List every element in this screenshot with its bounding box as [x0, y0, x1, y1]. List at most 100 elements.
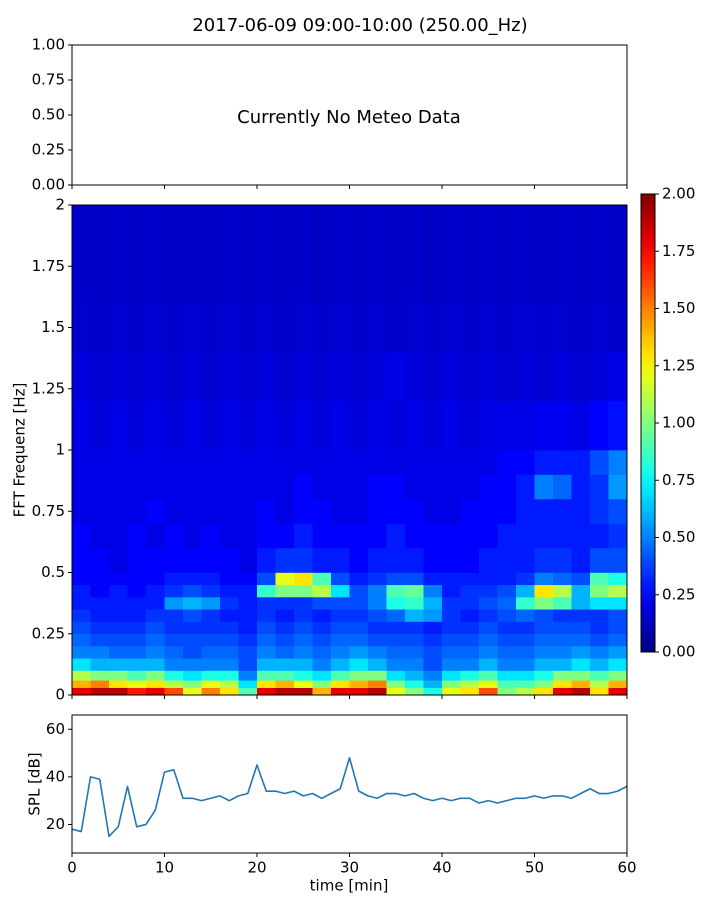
heatmap-cell: [275, 499, 295, 524]
heatmap-cell: [294, 621, 313, 635]
heatmap-cell: [146, 499, 165, 524]
y-tick-label: 1.25: [32, 379, 65, 397]
heatmap-cell: [146, 670, 165, 681]
heatmap-cell: [349, 621, 369, 635]
heatmap-cell: [442, 401, 461, 451]
heatmap-cell: [183, 303, 202, 353]
heatmap-cell: [312, 303, 332, 353]
heatmap-cell: [349, 609, 369, 622]
heatmap-cell: [127, 680, 147, 688]
heatmap-cell: [90, 450, 110, 475]
heatmap-cell: [497, 499, 517, 524]
heatmap-cell: [571, 303, 591, 353]
heatmap-cell: [294, 548, 313, 573]
heatmap-cell: [201, 680, 221, 688]
heatmap-cell: [460, 646, 480, 659]
heatmap-cell: [571, 670, 591, 681]
y-tick-label: 0.5: [41, 563, 65, 581]
heatmap-cell: [349, 205, 369, 304]
heatmap-cell: [72, 499, 91, 524]
annotation: Currently No Meteo Data: [237, 107, 461, 128]
heatmap-cell: [423, 401, 443, 451]
heatmap-cell: [423, 572, 443, 586]
heatmap-cell: [164, 548, 184, 573]
heatmap-cell: [109, 474, 128, 500]
y-tick-label: 0.75: [32, 71, 65, 89]
heatmap-cell: [164, 687, 184, 695]
heatmap-cell: [201, 303, 221, 353]
heatmap-cell: [238, 670, 258, 681]
heatmap-cell: [312, 609, 332, 622]
heatmap-cell: [220, 474, 239, 500]
heatmap-cell: [109, 572, 128, 586]
heatmap-cell: [238, 401, 258, 451]
heatmap-cell: [534, 205, 554, 304]
heatmap-cell: [72, 523, 91, 549]
heatmap-cell: [590, 633, 609, 647]
heatmap-cell: [275, 474, 295, 500]
heatmap-cell: [608, 450, 627, 475]
heatmap-cell: [368, 474, 387, 500]
heatmap-cell: [349, 450, 369, 475]
heatmap-cell: [331, 499, 350, 524]
heatmap-cell: [442, 303, 461, 353]
heatmap-cell: [238, 658, 258, 671]
heatmap-cell: [164, 572, 184, 586]
heatmap-cell: [220, 499, 239, 524]
heatmap-cell: [608, 687, 627, 695]
x-tick-label: 50: [525, 859, 544, 877]
heatmap-cell: [479, 687, 498, 695]
heatmap-cell: [90, 584, 110, 598]
heatmap-cell: [349, 658, 369, 671]
heatmap-cell: [183, 548, 202, 573]
heatmap-cell: [553, 401, 572, 451]
heatmap-cell: [460, 303, 480, 353]
heatmap-cell: [534, 572, 554, 586]
heatmap-cell: [497, 646, 517, 659]
heatmap-cell: [590, 548, 609, 573]
heatmap-cell: [257, 205, 276, 304]
heatmap-cell: [479, 597, 498, 610]
heatmap-cell: [590, 687, 609, 695]
heatmap-cell: [534, 499, 554, 524]
heatmap-cell: [275, 609, 295, 622]
heatmap-cell: [146, 584, 165, 598]
heatmap-cell: [331, 633, 350, 647]
heatmap-cell: [331, 572, 350, 586]
heatmap-cell: [423, 205, 443, 304]
heatmap-cell: [460, 621, 480, 635]
heatmap-cell: [442, 450, 461, 475]
heatmap-cell: [146, 450, 165, 475]
heatmap-cell: [109, 609, 128, 622]
heatmap-cell: [516, 670, 535, 681]
heatmap-cell: [534, 303, 554, 353]
heatmap-cell: [238, 499, 258, 524]
y-tick-label: 1.75: [32, 257, 65, 275]
heatmap-cell: [590, 523, 609, 549]
heatmap-cell: [349, 523, 369, 549]
heatmap-cell: [72, 670, 91, 681]
heatmap-cell: [127, 499, 147, 524]
x-tick-label: 10: [155, 859, 174, 877]
plot-area: [72, 757, 627, 838]
heatmap-cell: [90, 523, 110, 549]
heatmap-cell: [497, 609, 517, 622]
heatmap-cell: [553, 523, 572, 549]
heatmap-cell: [201, 584, 221, 598]
heatmap-cell: [349, 401, 369, 451]
heatmap-cell: [368, 450, 387, 475]
heatmap-cell: [386, 670, 406, 681]
heatmap: [72, 205, 627, 695]
heatmap-cell: [257, 548, 276, 573]
heatmap-cell: [590, 680, 609, 688]
heatmap-cell: [164, 646, 184, 659]
heatmap-cell: [386, 658, 406, 671]
heatmap-cell: [201, 572, 221, 586]
heatmap-cell: [349, 670, 369, 681]
heatmap-cell: [571, 572, 591, 586]
heatmap-cell: [257, 474, 276, 500]
heatmap-cell: [257, 633, 276, 647]
heatmap-cell: [349, 499, 369, 524]
heatmap-cell: [534, 609, 554, 622]
heatmap-cell: [220, 352, 239, 402]
